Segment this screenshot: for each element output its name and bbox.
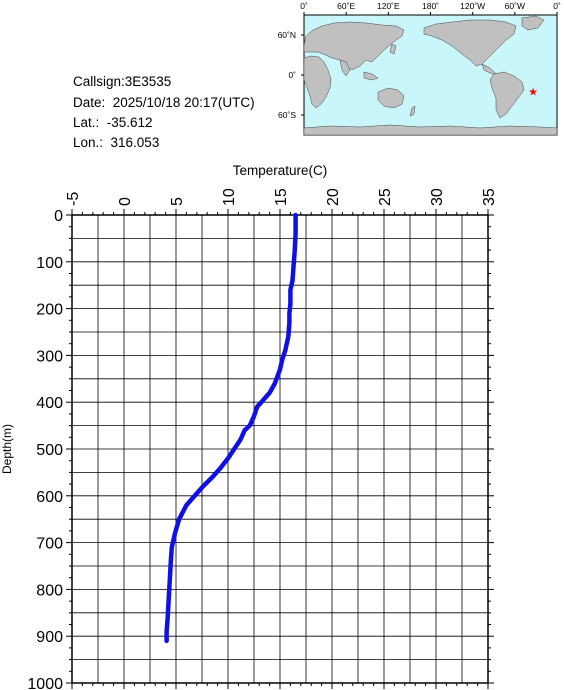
chart-grid xyxy=(72,215,488,683)
land-eurasia xyxy=(303,21,405,71)
y-tick-label: 300 xyxy=(36,348,63,365)
map-tick-labels: 0˚ 60˚E 120˚E 180˚ 120˚W 60˚W 0˚ 60˚N 0˚ 60˚S xyxy=(278,1,561,120)
y-tick-label: 800 xyxy=(36,582,63,599)
callsign-label: Callsign:3E3535 xyxy=(73,74,172,89)
map-lon-tick-label: 0˚ xyxy=(300,1,308,11)
y-tick-label: 700 xyxy=(36,536,63,553)
y-tick-label: 0 xyxy=(54,208,63,225)
y-tick-label: 100 xyxy=(36,255,63,272)
map-lon-tick-label: 60˚E xyxy=(337,1,355,11)
land-south-america xyxy=(489,71,525,119)
land-australia xyxy=(377,87,405,109)
world-map: 0˚ 60˚E 120˚E 180˚ 120˚W 60˚W 0˚ 60˚N 0˚ 60˚S ★ xyxy=(278,1,561,136)
y-tick-label: 1000 xyxy=(27,676,63,690)
map-lon-tick-label: 0˚ xyxy=(553,1,561,11)
latitude-label: Lat.: -35.612 xyxy=(73,115,153,130)
x-tick-label: 0 xyxy=(117,197,134,206)
y-tick-label: 600 xyxy=(36,489,63,506)
x-tick-label: 10 xyxy=(221,188,238,206)
land-north-america xyxy=(423,19,517,67)
temperature-depth-chart: -5 0 5 10 15 20 25 30 35010020030040050060070080… xyxy=(0,163,498,690)
date-label: Date: 2025/10/18 20:17(UTC) xyxy=(73,95,255,110)
map-lat-tick-label: 60˚S xyxy=(278,110,296,120)
land-greenland xyxy=(521,15,545,31)
map-lat-tick-label: 60˚N xyxy=(278,30,296,40)
land-japan xyxy=(389,43,397,55)
x-tick-label: -5 xyxy=(65,192,82,206)
y-tick-label: 900 xyxy=(36,629,63,646)
longitude-label: Lon.: 316.053 xyxy=(73,135,160,150)
x-tick-label: 30 xyxy=(429,188,446,206)
x-tick-label: 25 xyxy=(377,188,394,206)
map-lon-tick-label: 60˚W xyxy=(505,1,525,11)
y-tick-label: 200 xyxy=(36,302,63,319)
chart-ticks xyxy=(66,209,494,689)
chart-tick-labels: -5 0 5 10 15 20 25 30 35010020030040050060070080… xyxy=(27,188,498,690)
land-antarctica xyxy=(303,124,558,136)
x-tick-label: 15 xyxy=(273,188,290,206)
x-tick-label: 20 xyxy=(325,188,342,206)
x-tick-label: 35 xyxy=(481,188,498,206)
y-tick-label: 500 xyxy=(36,442,63,459)
station-marker: ★ xyxy=(528,87,538,99)
land-new-zealand xyxy=(409,105,416,117)
x-tick-label: 5 xyxy=(169,197,186,206)
y-tick-label: 400 xyxy=(36,395,63,412)
map-land xyxy=(303,15,558,136)
land-sea-islands xyxy=(363,71,379,81)
map-lon-tick-label: 180˚ xyxy=(422,1,439,11)
y-axis-title: Depth(m) xyxy=(0,424,14,474)
land-africa xyxy=(303,55,332,109)
map-lat-tick-label: 0˚ xyxy=(288,70,296,80)
land-india xyxy=(339,59,351,77)
temperature-profile-line xyxy=(164,212,298,644)
map-lon-tick-label: 120˚E xyxy=(377,1,400,11)
x-axis-title: Temperature(C) xyxy=(233,163,328,178)
map-lon-tick-label: 120˚W xyxy=(460,1,485,11)
